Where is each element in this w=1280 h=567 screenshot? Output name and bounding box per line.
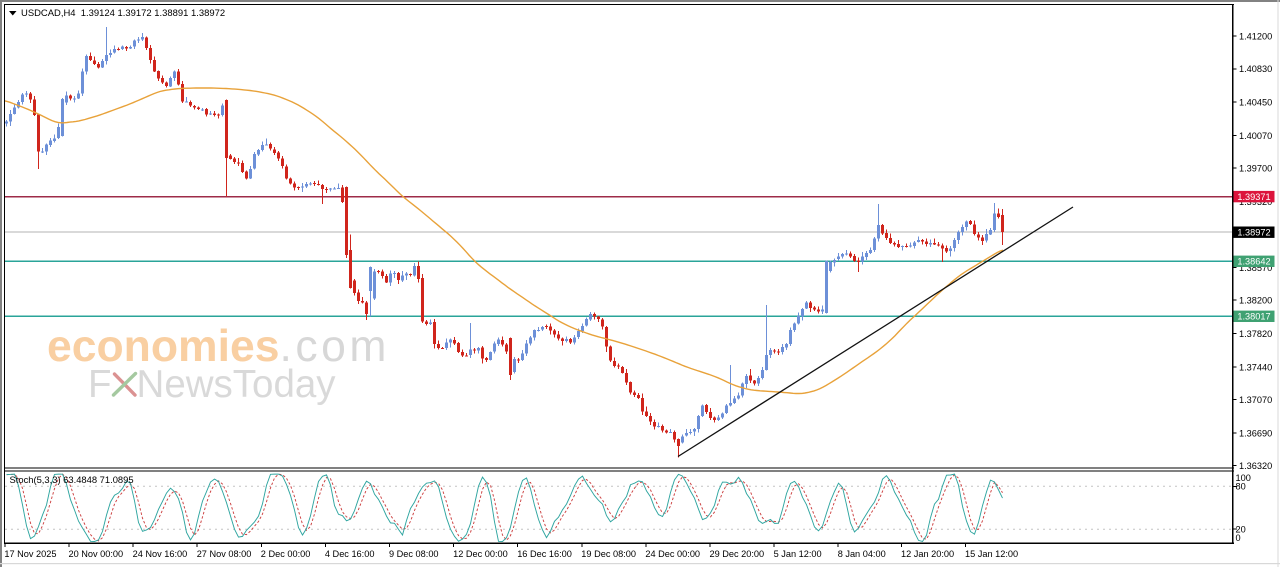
svg-text:16 Dec 16:00: 16 Dec 16:00 — [517, 549, 572, 559]
svg-text:1.38200: 1.38200 — [1239, 296, 1272, 306]
svg-text:1.36690: 1.36690 — [1239, 428, 1272, 438]
svg-text:20: 20 — [1236, 525, 1246, 535]
svg-text:1.40830: 1.40830 — [1239, 64, 1272, 74]
svg-text:economies.com: economies.com — [47, 322, 390, 371]
svg-text:24 Nov 16:00: 24 Nov 16:00 — [133, 549, 188, 559]
svg-text:1.41200: 1.41200 — [1239, 32, 1272, 42]
svg-text:17 Nov 2025: 17 Nov 2025 — [4, 549, 56, 559]
svg-text:1.39700: 1.39700 — [1239, 164, 1272, 174]
svg-text:Stoch(5,3,3) 63.4848 71.0895: Stoch(5,3,3) 63.4848 71.0895 — [10, 474, 134, 485]
svg-text:5 Jan 12:00: 5 Jan 12:00 — [774, 549, 822, 559]
svg-text:12 Dec 00:00: 12 Dec 00:00 — [453, 549, 508, 559]
svg-text:1.40450: 1.40450 — [1239, 98, 1272, 108]
svg-text:20 Nov 00:00: 20 Nov 00:00 — [69, 549, 124, 559]
svg-text:9 Dec 08:00: 9 Dec 08:00 — [389, 549, 439, 559]
svg-text:1.37820: 1.37820 — [1239, 329, 1272, 339]
svg-text:27 Nov 08:00: 27 Nov 08:00 — [197, 549, 252, 559]
svg-text:24 Dec 00:00: 24 Dec 00:00 — [645, 549, 700, 559]
svg-text:1.39371: 1.39371 — [1237, 192, 1270, 202]
svg-text:1.37440: 1.37440 — [1239, 362, 1272, 372]
svg-text:12 Jan 20:00: 12 Jan 20:00 — [901, 549, 954, 559]
svg-text:0: 0 — [1236, 533, 1241, 543]
svg-text:15 Jan 12:00: 15 Jan 12:00 — [965, 549, 1018, 559]
svg-text:19 Dec 08:00: 19 Dec 08:00 — [581, 549, 636, 559]
svg-text:1.38972: 1.38972 — [1237, 228, 1270, 238]
svg-text:1.40070: 1.40070 — [1239, 131, 1272, 141]
svg-text:1.38570: 1.38570 — [1239, 263, 1272, 273]
svg-text:2 Dec 00:00: 2 Dec 00:00 — [261, 549, 311, 559]
svg-text:4 Dec 16:00: 4 Dec 16:00 — [325, 549, 375, 559]
svg-text:1.38642: 1.38642 — [1237, 257, 1270, 267]
svg-text:100: 100 — [1236, 473, 1251, 483]
svg-text:8 Jan 04:00: 8 Jan 04:00 — [838, 549, 886, 559]
svg-text:1.36320: 1.36320 — [1239, 461, 1272, 471]
svg-text:1.37070: 1.37070 — [1239, 395, 1272, 405]
svg-text:29 Dec 20:00: 29 Dec 20:00 — [710, 549, 765, 559]
svg-text:1.38017: 1.38017 — [1237, 312, 1270, 322]
svg-text:80: 80 — [1236, 482, 1246, 492]
svg-text:USDCAD,H4 1.39124 1.39172 1.3: USDCAD,H4 1.39124 1.39172 1.38891 1.3897… — [21, 8, 225, 19]
